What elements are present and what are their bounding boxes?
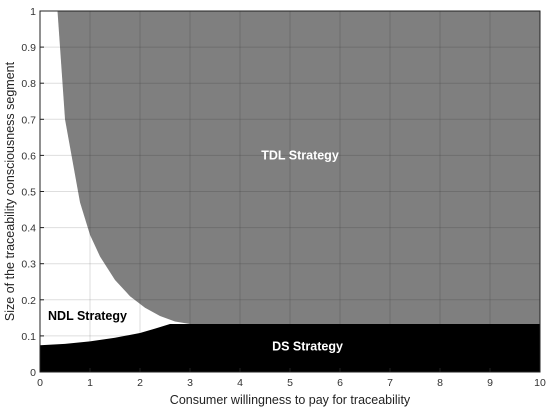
x-tick-label: 6 [337, 377, 343, 389]
tdl-strategy-region [57, 11, 540, 324]
y-axis-ticks: 0 0.1 0.2 0.3 0.4 0.5 0.6 0.7 0.8 0.9 1 [21, 6, 44, 379]
strategy-regions [40, 11, 540, 372]
ds-strategy-region [40, 323, 540, 372]
region-label: DS Strategy [272, 340, 343, 354]
x-tick-label: 7 [387, 377, 393, 389]
region-labels: TDL Strategy NDL Strategy DS Strategy [48, 148, 343, 353]
y-tick-label: 0.5 [21, 187, 36, 199]
region-label: TDL Strategy [261, 148, 339, 162]
y-tick-label: 0.9 [21, 42, 36, 54]
y-tick-label: 0 [30, 367, 36, 379]
y-tick-label: 0.7 [21, 114, 36, 126]
x-tick-label: 1 [87, 377, 93, 389]
x-axis-label: Consumer willingness to pay for traceabi… [170, 393, 411, 407]
y-tick-label: 0.1 [21, 331, 36, 343]
y-tick-label: 0.4 [21, 223, 36, 235]
region-label: NDL Strategy [48, 309, 127, 323]
x-tick-label: 9 [487, 377, 493, 389]
x-tick-label: 4 [237, 377, 243, 389]
x-tick-label: 3 [187, 377, 193, 389]
y-tick-label: 0.8 [21, 78, 36, 90]
x-tick-label: 8 [437, 377, 443, 389]
y-tick-label: 0.2 [21, 295, 36, 307]
x-axis-ticks: 0 1 2 3 4 5 6 7 8 9 10 [37, 368, 546, 389]
y-axis-label: Size of the traceability consciousness s… [3, 61, 17, 321]
x-tick-label: 10 [534, 377, 546, 389]
y-tick-label: 1 [30, 6, 36, 18]
x-tick-label: 0 [37, 377, 43, 389]
x-tick-label: 2 [137, 377, 143, 389]
x-tick-label: 5 [287, 377, 293, 389]
y-tick-label: 0.3 [21, 259, 36, 271]
y-tick-label: 0.6 [21, 150, 36, 162]
